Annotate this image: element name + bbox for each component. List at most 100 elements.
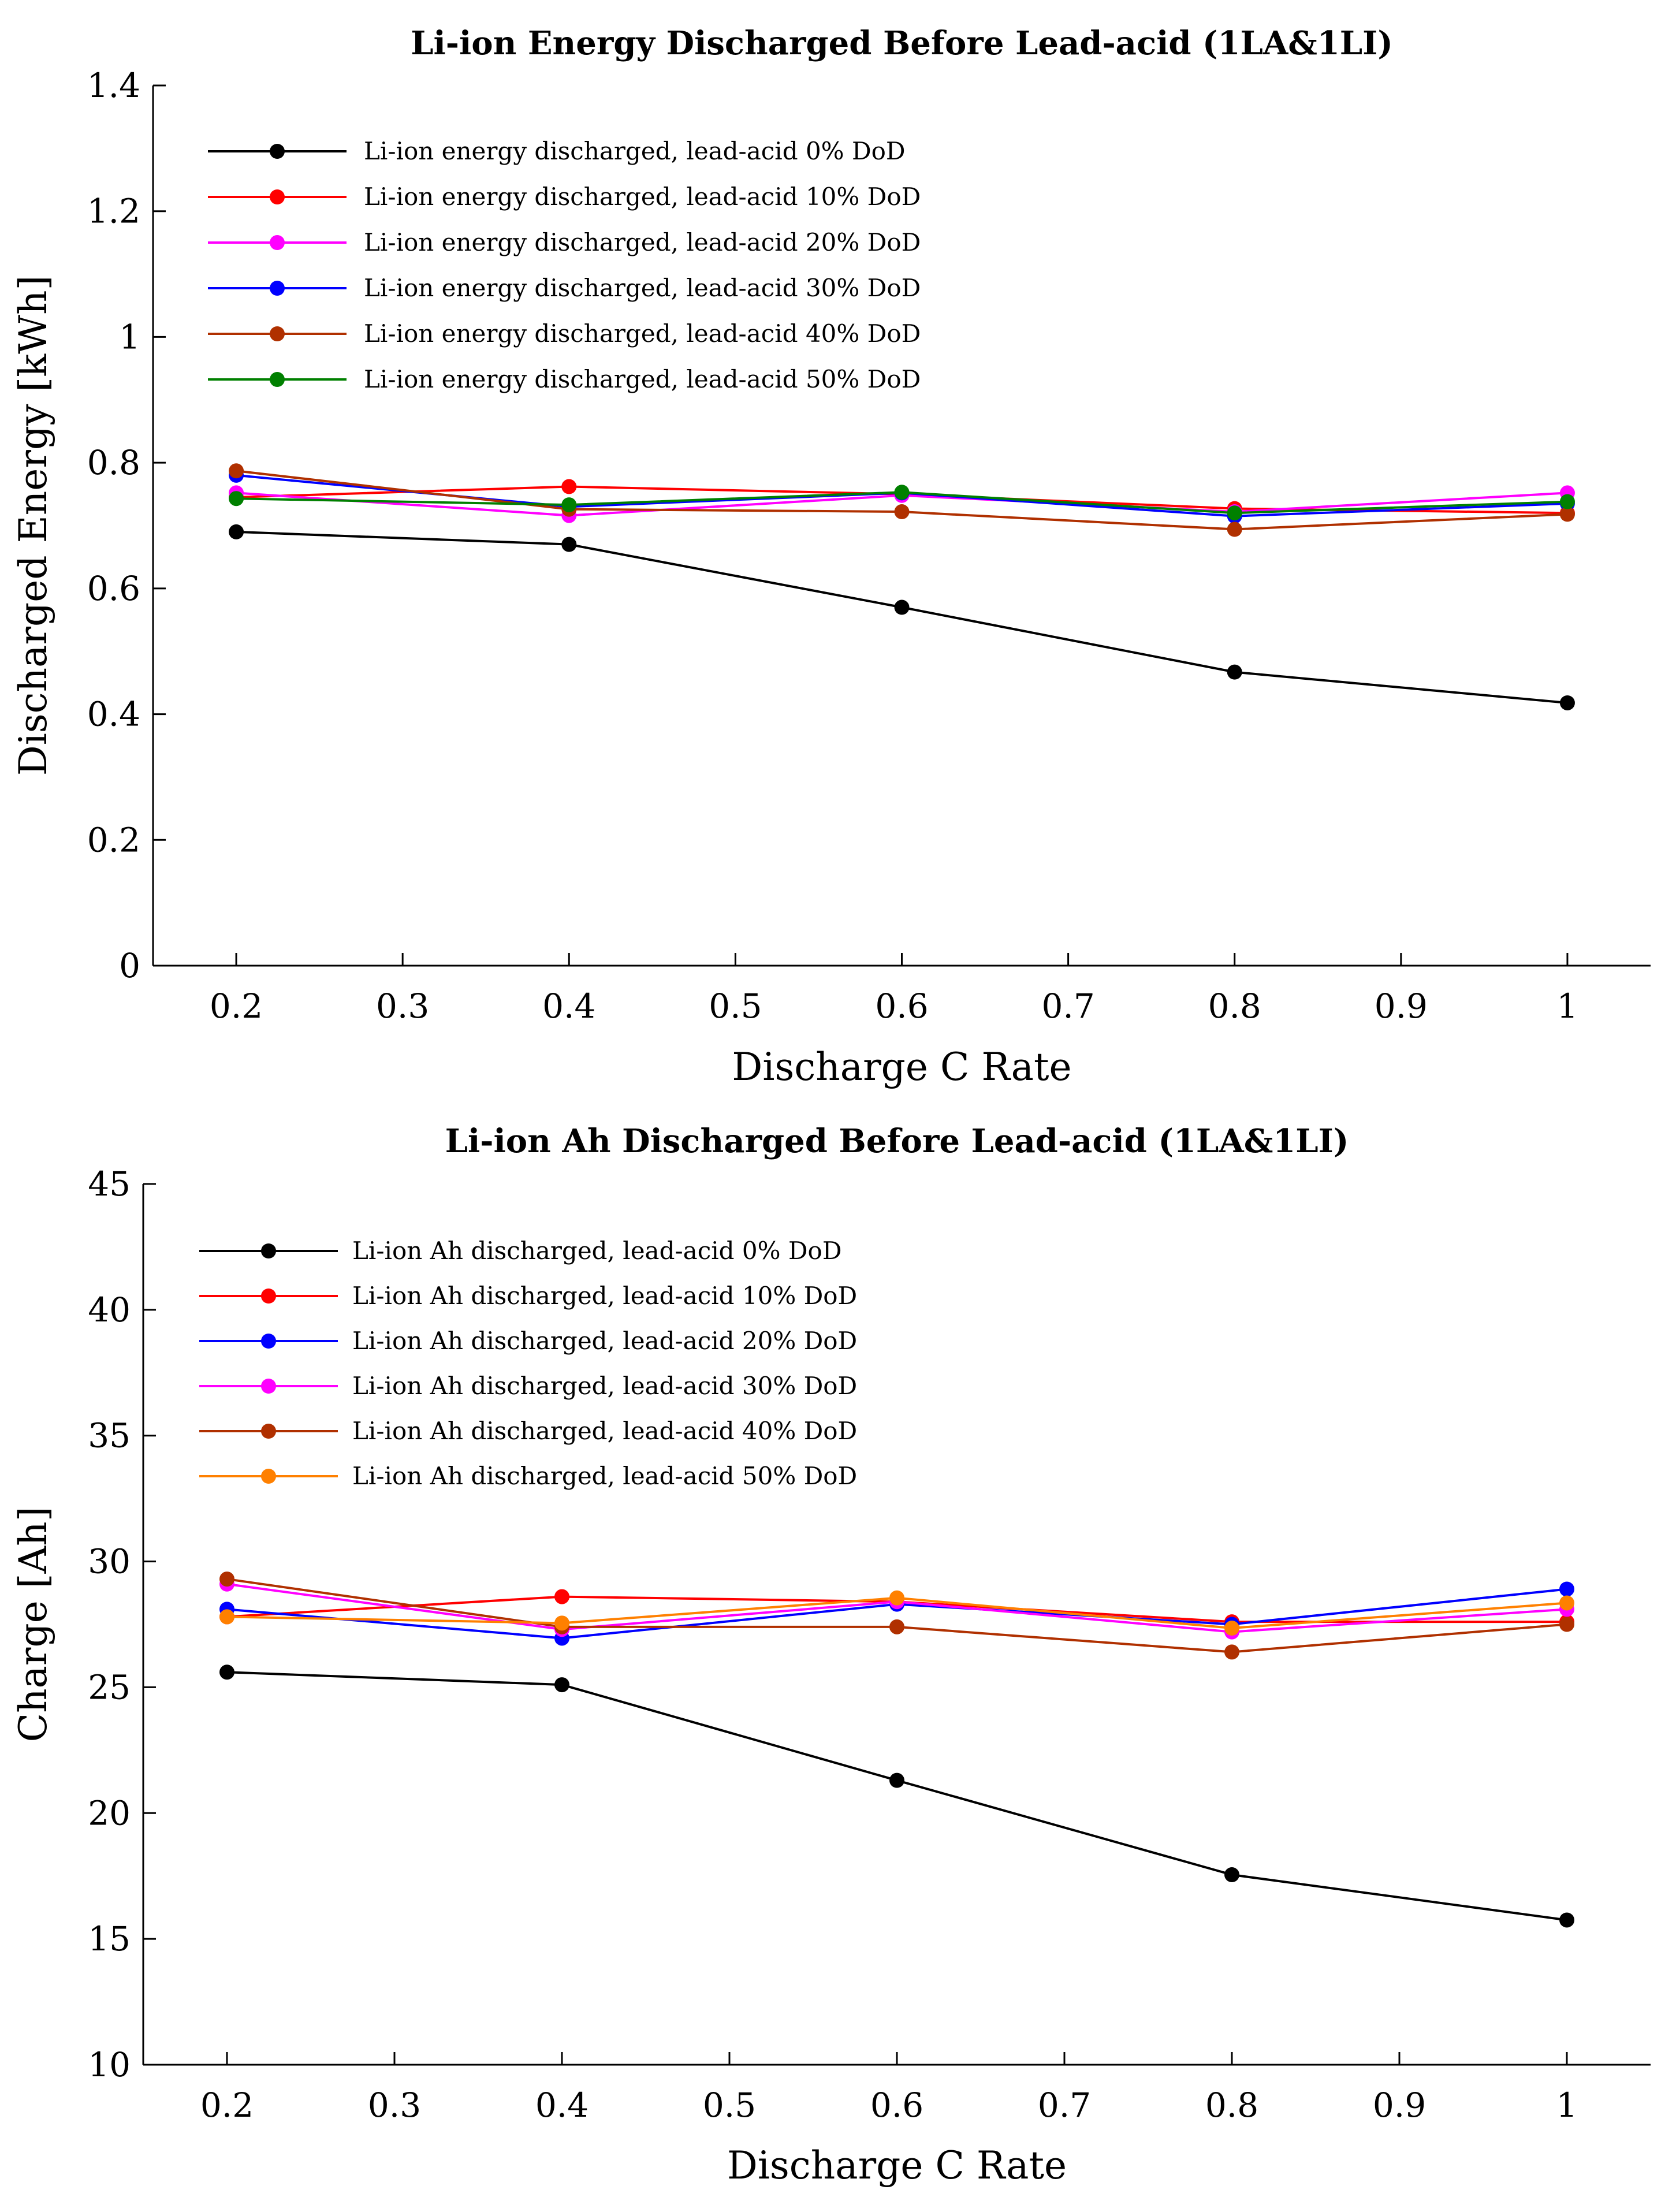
x-tick-label: 0.6 (870, 2086, 923, 2125)
chart-title: Li-ion Ah Discharged Before Lead-acid (1… (445, 1122, 1349, 1160)
data-point (229, 524, 244, 539)
legend-label: Li-ion Ah discharged, lead-acid 20% DoD (352, 1327, 857, 1355)
data-point (229, 491, 244, 507)
data-point (1224, 1621, 1239, 1636)
legend-marker (270, 144, 285, 159)
legend-label: Li-ion energy discharged, lead-acid 20% … (364, 228, 921, 256)
data-point (561, 537, 577, 552)
series-line (226, 1671, 1567, 1921)
data-point (894, 599, 910, 615)
y-tick-label: 1.2 (87, 192, 140, 231)
legend-marker (261, 1334, 276, 1349)
series-line (236, 530, 1568, 704)
y-tick-label: 0.4 (87, 695, 140, 734)
y-tick-label: 10 (88, 2045, 131, 2084)
x-tick-label: 0.2 (210, 986, 263, 1026)
data-point (1559, 1581, 1574, 1597)
x-tick-label: 0.8 (1205, 2086, 1258, 2125)
legend-marker (261, 1289, 276, 1304)
data-point (219, 1572, 234, 1587)
x-tick-label: 0.7 (1041, 986, 1094, 1026)
legend-label: Li-ion Ah discharged, lead-acid 0% DoD (352, 1237, 842, 1265)
series-0 (219, 1664, 1574, 1928)
legend-label: Li-ion energy discharged, lead-acid 10% … (364, 183, 921, 211)
series-4 (219, 1572, 1574, 1660)
x-tick-label: 0.7 (1038, 2086, 1091, 2125)
series-5 (229, 485, 1575, 521)
y-tick-label: 30 (88, 1542, 131, 1581)
legend-label: Li-ion energy discharged, lead-acid 0% D… (364, 137, 906, 165)
x-tick-label: 0.3 (368, 2086, 421, 2125)
y-tick-label: 35 (88, 1416, 131, 1455)
legend-marker (270, 281, 285, 296)
legend-marker (270, 189, 285, 204)
x-tick-label: 0.2 (200, 2086, 254, 2125)
data-point (554, 1677, 569, 1693)
legend-marker (261, 1243, 276, 1258)
data-point (1559, 1595, 1574, 1611)
data-point (1559, 1912, 1574, 1928)
data-point (889, 1590, 904, 1606)
data-point (219, 1609, 234, 1625)
x-tick-label: 1 (1556, 986, 1578, 1026)
legend-marker (261, 1379, 276, 1394)
data-point (1224, 1867, 1239, 1883)
x-axis-label: Discharge C Rate (732, 1045, 1071, 1089)
legend-marker (270, 372, 285, 387)
legend-label: Li-ion energy discharged, lead-acid 50% … (364, 365, 921, 393)
legend-label: Li-ion energy discharged, lead-acid 30% … (364, 274, 921, 302)
x-tick-label: 0.9 (1373, 2086, 1426, 2125)
data-point (554, 1615, 569, 1631)
y-tick-label: 25 (88, 1667, 131, 1707)
data-point (229, 463, 244, 479)
legend-marker (270, 326, 285, 341)
charge-chart: Li-ion Ah Discharged Before Lead-acid (1… (11, 1122, 1651, 2188)
legend-marker (261, 1469, 276, 1484)
legend: Li-ion energy discharged, lead-acid 0% D… (208, 137, 921, 393)
legend-marker (270, 235, 285, 250)
y-tick-label: 0.6 (87, 569, 140, 608)
legend-label: Li-ion Ah discharged, lead-acid 30% DoD (352, 1372, 857, 1400)
y-axis-label: Charge [Ah] (11, 1507, 55, 1742)
data-point (1559, 1617, 1574, 1632)
data-point (1227, 505, 1242, 521)
y-tick-label: 15 (88, 1919, 131, 1958)
x-tick-label: 0.3 (376, 986, 429, 1026)
x-tick-label: 0.5 (709, 986, 762, 1026)
legend-label: Li-ion Ah discharged, lead-acid 40% DoD (352, 1417, 857, 1445)
y-tick-label: 20 (88, 1793, 131, 1833)
data-point (1559, 494, 1575, 509)
x-tick-label: 0.8 (1208, 986, 1261, 1026)
y-tick-label: 1.4 (87, 66, 140, 105)
x-tick-label: 0.9 (1375, 986, 1428, 1026)
y-tick-label: 1 (119, 317, 140, 356)
legend: Li-ion Ah discharged, lead-acid 0% DoD Li… (199, 1237, 857, 1490)
data-point (894, 504, 910, 520)
y-tick-label: 0 (119, 946, 140, 985)
data-point (889, 1619, 904, 1634)
y-tick-label: 45 (88, 1164, 131, 1204)
series-0 (229, 524, 1575, 710)
data-point (1559, 695, 1575, 710)
x-tick-label: 0.5 (703, 2086, 756, 2125)
legend-marker (261, 1424, 276, 1439)
legend-label: Li-ion energy discharged, lead-acid 40% … (364, 319, 921, 348)
data-point (889, 1772, 904, 1788)
x-tick-label: 0.4 (535, 2086, 589, 2125)
data-point (1559, 507, 1575, 522)
x-axis-label: Discharge C Rate (727, 2143, 1067, 2188)
data-point (554, 1589, 569, 1604)
data-point (219, 1664, 234, 1680)
legend-label: Li-ion Ah discharged, lead-acid 50% DoD (352, 1462, 857, 1490)
energy-chart: Li-ion Energy Discharged Before Lead-aci… (11, 24, 1651, 1089)
y-tick-label: 0.2 (87, 820, 140, 859)
data-point (1224, 1644, 1239, 1660)
chart-title: Li-ion Energy Discharged Before Lead-aci… (411, 24, 1393, 62)
y-tick-label: 0.8 (87, 443, 140, 482)
x-tick-label: 1 (1556, 2086, 1578, 2125)
data-point (1227, 664, 1242, 680)
data-point (894, 485, 910, 500)
data-point (561, 497, 577, 513)
series-5 (219, 1590, 1574, 1636)
